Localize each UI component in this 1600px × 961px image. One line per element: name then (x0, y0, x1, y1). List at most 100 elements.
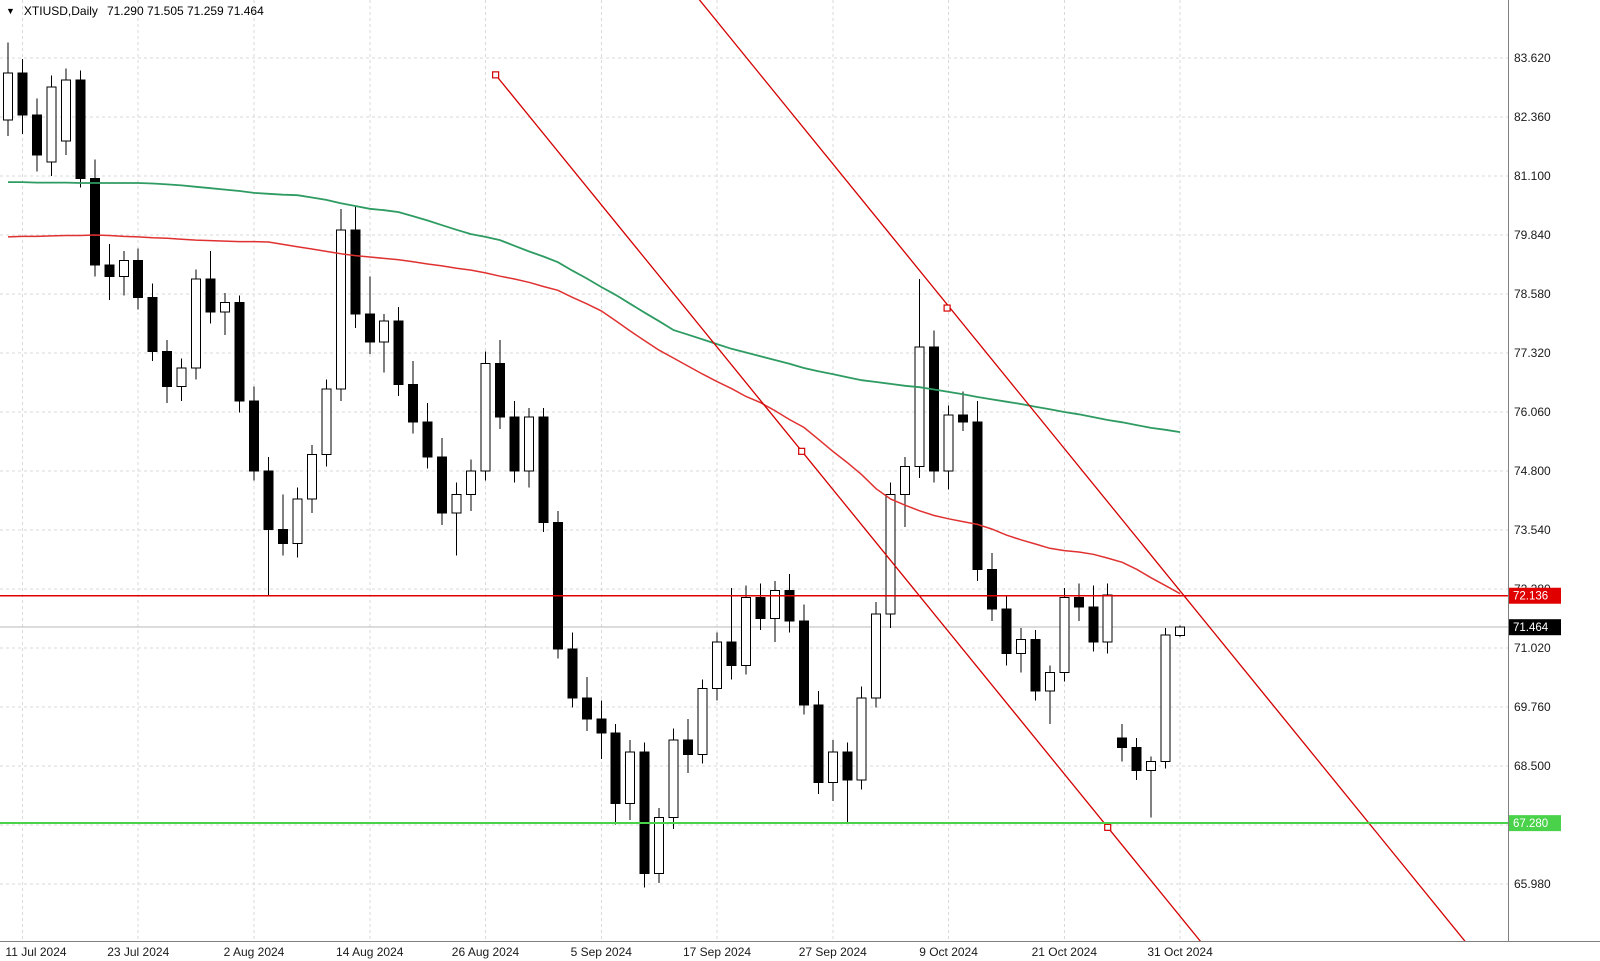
candle-body (408, 383, 419, 423)
price-axis-label: 81.100 (1514, 169, 1551, 183)
candle-body (118, 259, 129, 278)
candle-body (900, 465, 911, 495)
candle-body (1073, 596, 1084, 608)
candle-body (509, 416, 520, 472)
candle-body (740, 596, 751, 666)
candle-body (596, 718, 607, 734)
candle-body (726, 641, 737, 666)
time-axis-label: 5 Sep 2024 (571, 945, 633, 959)
price-axis-label: 65.980 (1514, 877, 1551, 891)
descending-trendline-1[interactable] (495, 74, 1600, 961)
time-axis-label: 17 Sep 2024 (683, 945, 751, 959)
candle-body (364, 313, 375, 343)
candle-body (162, 351, 173, 388)
candle-body (248, 400, 259, 472)
candle-body (379, 320, 390, 343)
price-axis-label: 76.060 (1514, 405, 1551, 419)
candle-body (552, 522, 563, 650)
price-axis-label: 79.840 (1514, 228, 1551, 242)
candle-body (46, 86, 57, 163)
candle-body (1001, 608, 1012, 655)
price-axis-label: 69.760 (1514, 700, 1551, 714)
candle-body (697, 688, 708, 755)
candle-body (437, 456, 448, 514)
descending-trendline-2[interactable] (587, 0, 1600, 961)
time-axis-label: 2 Aug 2024 (224, 945, 285, 959)
candle-body (1059, 596, 1070, 673)
resistance-price-badge (1509, 587, 1561, 604)
candle-body (494, 362, 505, 418)
time-axis-label: 23 Jul 2024 (107, 945, 169, 959)
candle-body (1015, 639, 1026, 655)
candle-body (567, 648, 578, 699)
support-price-badge-text: 67.280 (1513, 818, 1548, 830)
candle-body (842, 751, 853, 781)
time-axis-label: 11 Jul 2024 (5, 945, 66, 959)
time-axis-label: 14 Aug 2024 (336, 945, 404, 959)
candle-body (263, 470, 274, 531)
time-axis-label: 31 Oct 2024 (1147, 945, 1213, 959)
ohlc-readout: 71.290 71.505 71.259 71.464 (106, 4, 264, 18)
descending-trendline-1-handle[interactable] (1104, 823, 1112, 831)
candle-body (205, 278, 216, 313)
candle-body (712, 641, 723, 690)
price-axis-label: 77.320 (1514, 346, 1551, 360)
candle-body (610, 732, 621, 804)
ma-slow-green-line[interactable] (8, 181, 1181, 433)
candle-body (1131, 746, 1142, 772)
price-axis-label: 71.020 (1514, 641, 1551, 655)
candle-body (321, 388, 332, 456)
candle-body (480, 362, 491, 472)
candle-body (277, 529, 288, 545)
price-axis-panel (1508, 0, 1600, 961)
candle-body (306, 454, 317, 500)
descending-trendline-1-handle[interactable] (798, 447, 806, 455)
candle-body (784, 589, 795, 622)
candle-body (147, 297, 158, 353)
candle-body (451, 493, 462, 514)
candle-body (60, 79, 71, 142)
candle-body (191, 278, 202, 369)
candle-body (466, 470, 477, 495)
candle-body (958, 414, 969, 423)
descending-trendline-2-handle[interactable] (943, 304, 951, 312)
candle-body (133, 259, 144, 299)
candle-body (639, 751, 650, 875)
symbol-info: ▼ XTIUSD,Daily 71.290 71.505 71.259 71.464 (6, 4, 264, 18)
support-price-badge (1509, 815, 1561, 832)
candle-body (755, 596, 766, 619)
time-axis-label: 27 Sep 2024 (799, 945, 867, 959)
candle-body (972, 421, 983, 570)
candle-body (234, 301, 245, 402)
candle-body (625, 751, 636, 804)
price-axis-label: 83.620 (1514, 51, 1551, 65)
time-axis-label: 9 Oct 2024 (919, 945, 978, 959)
time-axis-label: 26 Aug 2024 (452, 945, 520, 959)
price-axis-label: 78.580 (1514, 287, 1551, 301)
candle-body (683, 739, 694, 755)
current-price-badge-text: 71.464 (1513, 622, 1549, 634)
candle-body (654, 817, 665, 875)
ma-fast-red-line[interactable] (7, 234, 1181, 595)
descending-trendline-1-handle[interactable] (492, 71, 500, 79)
candle-body (523, 416, 534, 472)
candle-body (986, 568, 997, 610)
candle-body (943, 414, 954, 472)
price-axis-label: 82.360 (1514, 110, 1551, 124)
candle-body (292, 498, 303, 545)
candle-body (1146, 760, 1157, 772)
candle-body (827, 751, 838, 783)
candle-body (1160, 634, 1171, 762)
candle-body (220, 301, 231, 313)
candle-body (335, 229, 346, 390)
candle-body (798, 620, 809, 706)
price-axis-label: 73.540 (1514, 523, 1551, 537)
candle-body (914, 346, 925, 467)
candle-body (350, 229, 361, 315)
candle-body (422, 421, 433, 458)
candle-body (1102, 594, 1113, 643)
time-axis-panel (0, 941, 1508, 961)
candle-body (1088, 606, 1099, 643)
